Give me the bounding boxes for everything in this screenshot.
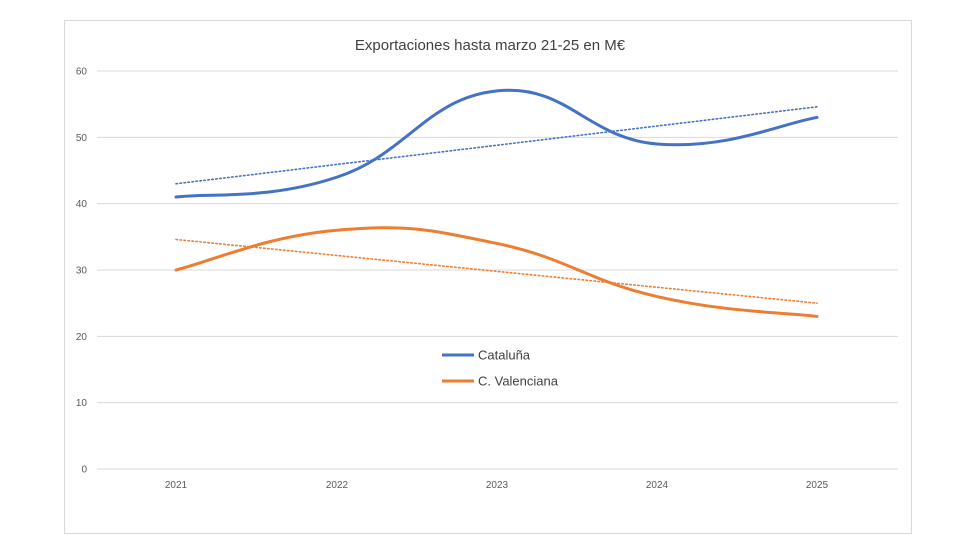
x-tick-label-2024: 2024 (646, 480, 669, 491)
legend-label-c-valenciana: C. Valenciana (478, 374, 559, 389)
x-tick-label-2025: 2025 (806, 480, 829, 491)
y-tick-label-60: 60 (76, 67, 88, 78)
x-tick-label-2021: 2021 (165, 480, 188, 491)
chart-frame (64, 20, 912, 534)
series-line-c-valenciana (174, 226, 819, 318)
x-axis: 2021 2022 2023 2024 2025 (165, 480, 829, 491)
y-tick-label-0: 0 (81, 465, 87, 476)
y-tick-label-30: 30 (76, 266, 88, 277)
y-axis: 0 10 20 30 40 50 60 (76, 67, 88, 476)
y-tick-label-50: 50 (76, 133, 88, 144)
legend: Cataluña C. Valenciana (442, 348, 559, 389)
y-tick-label-20: 20 (76, 332, 88, 343)
x-tick-label-2022: 2022 (326, 480, 349, 491)
trendline-c-valenciana (175, 238, 818, 304)
chart-title: Exportaciones hasta marzo 21-25 en M€ (355, 37, 626, 54)
trendline-cataluña (175, 106, 818, 185)
series-lines (174, 88, 819, 318)
series-line-cataluña (174, 88, 819, 199)
y-tick-label-40: 40 (76, 199, 88, 210)
y-tick-label-10: 10 (76, 398, 88, 409)
grid (97, 70, 898, 470)
trendlines (175, 106, 818, 304)
legend-label-cataluña: Cataluña (478, 348, 531, 363)
x-tick-label-2023: 2023 (486, 480, 509, 491)
